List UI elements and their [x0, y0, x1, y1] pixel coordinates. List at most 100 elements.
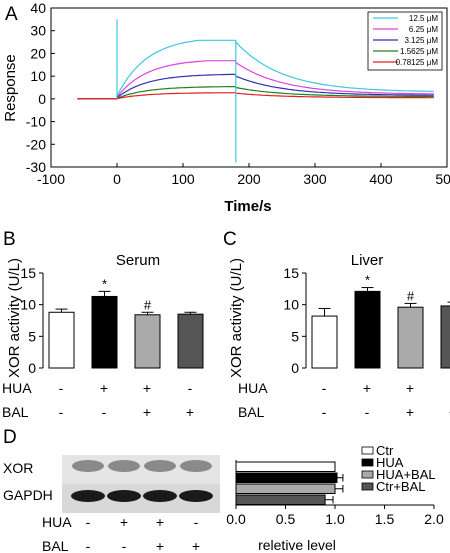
panel-c-axes: 0 5 10 15 — [283, 265, 307, 376]
a-series-line — [77, 39, 434, 100]
blot-image — [62, 455, 220, 513]
panel-b-ylabel: XOR activity (U/L) — [6, 258, 23, 378]
panel-d-bars — [235, 461, 344, 505]
blot-band-xor — [180, 460, 212, 472]
treatment-sign: - — [188, 380, 193, 396]
bar — [177, 313, 204, 369]
significance-mark: # — [407, 288, 415, 303]
treatment-row-label: BAL — [2, 404, 29, 420]
bar — [354, 290, 381, 369]
treatment-sign: + — [406, 404, 414, 420]
treatment-sign: + — [156, 514, 164, 530]
treatment-table-b: HUA - + + - BAL - - + + — [2, 380, 194, 420]
treatment-sign: + — [363, 380, 371, 396]
ytick-label: 15 — [20, 265, 36, 281]
treatment-sign: + — [186, 404, 194, 420]
d-legend-swatch — [361, 482, 374, 491]
treatment-row-label: HUA — [238, 380, 268, 396]
d-legend-label: HUA+BAL — [376, 467, 436, 482]
treatment-sign: + — [449, 404, 450, 420]
a-ytick-label: 0 — [38, 91, 46, 107]
ytick-label: 10 — [20, 297, 36, 313]
a-xtick-label: -100 — [37, 171, 65, 187]
a-xtick-label: 0 — [113, 171, 121, 187]
blot-label-xor: XOR — [3, 460, 33, 476]
bar — [311, 315, 338, 369]
panel-b-title: Serum — [116, 252, 160, 269]
d-xtick-label: 2.0 — [424, 511, 444, 527]
treatment-row-label: BAL — [238, 404, 265, 420]
d-legend-label: Ctr+BAL — [376, 479, 426, 494]
significance-mark: * — [102, 276, 107, 291]
blot-band-gapdh — [143, 490, 177, 502]
ytick-label: 0 — [291, 360, 299, 376]
panel-a-series-lines — [77, 19, 434, 163]
treatment-row-label: HUA — [2, 380, 32, 396]
treatment-sign: - — [194, 514, 199, 530]
a-ytick-label: 10 — [30, 68, 46, 84]
d-bar — [235, 461, 336, 472]
panel-a-ylabel: Response — [2, 54, 19, 122]
treatment-sign: - — [86, 538, 91, 553]
d-legend-label: Ctr — [376, 443, 394, 458]
a-legend-label: 0.78125 μM — [396, 58, 439, 67]
panel-b-axes: 0 5 10 15 — [20, 265, 44, 376]
treatment-sign: + — [143, 380, 151, 396]
a-ytick-label: 20 — [30, 45, 46, 61]
ytick-label: 0 — [28, 360, 36, 376]
treatment-sign: + — [406, 380, 414, 396]
blot-band-xor — [72, 460, 104, 472]
ytick-label: 5 — [28, 328, 36, 344]
panel-label-d: D — [3, 427, 17, 448]
treatment-sign: - — [365, 404, 370, 420]
treatment-sign: + — [120, 514, 128, 530]
a-xtick-label: 100 — [171, 171, 195, 187]
blot-bands — [71, 460, 213, 502]
blot-band-gapdh — [71, 490, 105, 502]
a-series-line — [77, 60, 434, 100]
ytick-label: 15 — [283, 265, 299, 281]
significance-mark: # — [144, 297, 152, 312]
d-bar — [235, 483, 336, 494]
treatment-row-label: BAL — [42, 538, 69, 553]
d-bar — [235, 472, 338, 483]
d-legend-label: HUA — [376, 455, 404, 470]
a-legend-label: 3.125 μM — [404, 36, 438, 45]
panel-c-bars: *# — [311, 273, 450, 369]
a-legend-label: 1.5625 μM — [400, 47, 438, 56]
panel-d-axes: 0.0 0.5 1.0 1.5 2.0 — [226, 460, 444, 527]
treatment-sign: + — [192, 538, 200, 553]
ytick-label: 10 — [283, 297, 299, 313]
treatment-sign: + — [156, 538, 164, 553]
panel-label-c: C — [223, 229, 237, 250]
d-xtick-label: 1.5 — [375, 511, 395, 527]
treatment-sign: - — [102, 404, 107, 420]
a-xtick-label: 500 — [435, 171, 450, 187]
treatment-sign: - — [322, 404, 327, 420]
significance-mark: * — [365, 273, 370, 288]
d-legend-swatch — [361, 446, 374, 455]
treatment-sign: - — [322, 380, 327, 396]
a-xtick-label: 300 — [303, 171, 327, 187]
blot-band-xor — [108, 460, 140, 472]
blot-band-gapdh — [179, 490, 213, 502]
d-xtick-label: 1.0 — [325, 511, 345, 527]
panel-a-legend: 12.5 μM 6.25 μM 3.125 μM 1.5625 μM 0.78125 μ… — [367, 11, 443, 71]
a-ytick-label: -10 — [26, 114, 46, 130]
treatment-sign: - — [86, 514, 91, 530]
bar — [397, 306, 424, 369]
ytick-label: 5 — [291, 328, 299, 344]
a-xtick-label: 400 — [369, 171, 393, 187]
a-ytick-label: -30 — [26, 159, 46, 175]
treatment-sign: + — [100, 380, 108, 396]
a-series-line — [77, 73, 434, 100]
panel-c-ylabel: XOR activity (U/L) — [228, 258, 245, 378]
blot-label-gapdh: GAPDH — [3, 487, 53, 503]
blot-band-xor — [144, 460, 176, 472]
a-ytick-label: 30 — [30, 23, 46, 39]
blot-band-gapdh — [107, 490, 141, 502]
